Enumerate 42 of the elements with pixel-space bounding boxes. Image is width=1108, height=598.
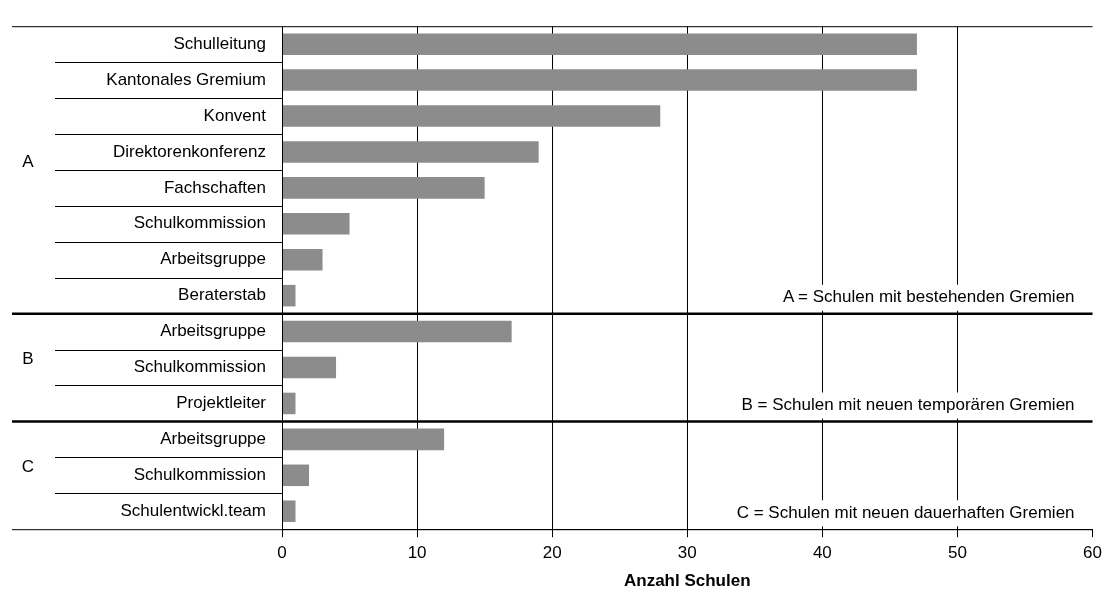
x-axis-title: Anzahl Schulen	[623, 571, 751, 591]
annotation: A = Schulen mit bestehenden Gremien	[783, 287, 1075, 307]
y-tick-label: Direktorenkonferenz	[112, 141, 266, 161]
text: A	[22, 151, 35, 171]
annotation: B = Schulen mit neuen temporären Gremien	[741, 395, 1075, 415]
bar	[282, 356, 337, 379]
bar	[282, 284, 296, 307]
bar	[282, 33, 917, 55]
bar	[282, 248, 323, 271]
y-tick-label: Arbeitsgruppe	[160, 429, 266, 449]
x-tick-label: 40	[812, 543, 832, 563]
bar	[282, 69, 917, 91]
x-tick-label: 0	[277, 543, 287, 563]
y-tick-label: Projektleiter	[176, 393, 267, 413]
x-tick-label: 20	[542, 543, 562, 563]
bar	[282, 141, 539, 163]
y-tick-label: Schulkommission	[133, 464, 266, 484]
y-tick-label: Schulkommission	[133, 213, 266, 233]
bar	[282, 428, 445, 451]
y-tick-label: Arbeitsgruppe	[160, 249, 266, 269]
y-tick-label: Fachschaften	[163, 177, 266, 197]
bar	[282, 320, 512, 343]
annotation: C = Schulen mit neuen dauerhaften Gremien	[736, 502, 1075, 522]
y-tick-label: Konvent	[203, 105, 267, 125]
x-tick-label: 50	[947, 543, 967, 563]
bar	[282, 392, 296, 415]
y-tick-label: Arbeitsgruppe	[160, 321, 266, 341]
y-tick-label: Schulkommission	[133, 357, 266, 377]
y-tick-label: Beraterstab	[178, 285, 266, 305]
x-tick-label: 10	[407, 543, 427, 563]
bar	[282, 177, 485, 199]
text: B	[22, 349, 34, 369]
y-tick-label: Schulleitung	[173, 33, 266, 53]
bar	[282, 105, 661, 127]
x-tick-label: 30	[677, 543, 697, 563]
y-tick-label: Kantonales Gremium	[106, 69, 266, 89]
bar	[282, 213, 350, 235]
x-tick-label: 60	[1083, 543, 1103, 563]
bar	[282, 500, 296, 523]
y-tick-label: Schulentwickl.team	[120, 500, 266, 520]
bar	[282, 464, 310, 487]
text: C	[21, 456, 35, 476]
